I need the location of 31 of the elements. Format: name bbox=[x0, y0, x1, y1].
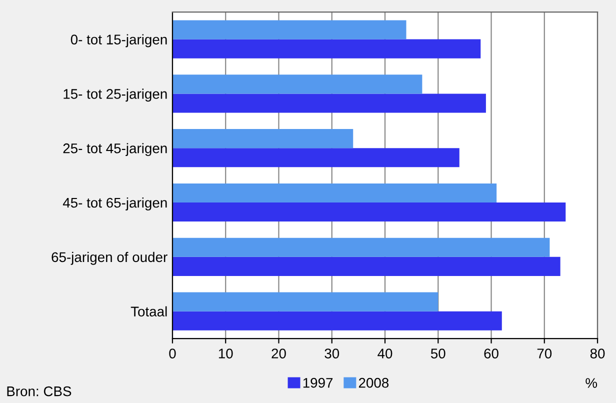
y-tick-label: 45- tot 65-jarigen bbox=[62, 197, 167, 210]
x-tick-label: 70 bbox=[537, 348, 552, 358]
y-tick-label: 25- tot 45-jarigen bbox=[63, 143, 167, 156]
bar bbox=[172, 39, 481, 58]
bar bbox=[172, 183, 497, 203]
x-tick-label: 30 bbox=[324, 348, 340, 358]
y-tick-label: 15- tot 25-jarigen bbox=[64, 88, 167, 102]
x-axis-title: % bbox=[586, 378, 598, 388]
y-tick-label: 0- tot 15-jarigen bbox=[70, 34, 167, 48]
legend-label: 2008 bbox=[358, 378, 389, 388]
x-tick-label: 0 bbox=[169, 348, 176, 358]
x-tick-label: 50 bbox=[430, 348, 446, 358]
x-tick-label: 20 bbox=[272, 348, 286, 358]
bar bbox=[172, 74, 422, 94]
x-tick-label: 80 bbox=[590, 348, 605, 358]
bar bbox=[172, 256, 560, 276]
legend-label: 1997 bbox=[303, 378, 333, 388]
bar bbox=[172, 292, 438, 312]
x-tick-label: 40 bbox=[378, 348, 392, 358]
bar bbox=[172, 20, 406, 40]
bar bbox=[172, 148, 460, 168]
text: Bron: CBS bbox=[7, 386, 72, 396]
y-tick-label: 65-jarigen of ouder bbox=[52, 252, 168, 265]
x-tick-label: 60 bbox=[484, 348, 498, 358]
x-tick-label: 10 bbox=[218, 348, 233, 358]
bar bbox=[172, 129, 354, 148]
bar bbox=[172, 94, 486, 113]
bar bbox=[172, 311, 502, 330]
y-tick-label: Totaal bbox=[130, 306, 167, 316]
bar bbox=[172, 202, 566, 222]
bar bbox=[172, 238, 550, 257]
